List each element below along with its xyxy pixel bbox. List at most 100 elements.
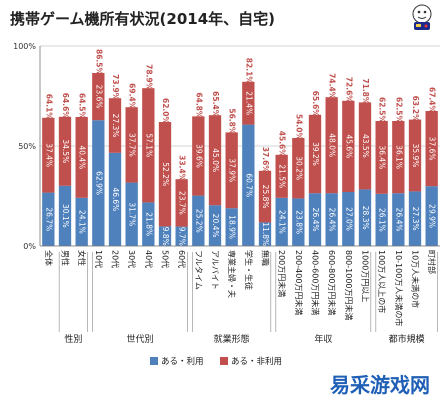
bar-unused bbox=[108, 98, 122, 153]
bar-unused bbox=[342, 100, 355, 192]
watermark-text: 易采游戏网 bbox=[330, 373, 430, 397]
total-label: 64.5% bbox=[78, 93, 87, 120]
value-label-used: 26.1% bbox=[378, 208, 387, 232]
bar-used bbox=[42, 192, 55, 246]
value-label-used: 26.7% bbox=[44, 207, 53, 231]
value-label-unused: 45.0% bbox=[211, 148, 220, 172]
total-label: 63.2% bbox=[411, 96, 420, 123]
y-tick-label: 100% bbox=[13, 42, 36, 51]
total-label: 64.1% bbox=[44, 94, 53, 121]
bar-used bbox=[392, 193, 405, 246]
bar-used bbox=[358, 189, 372, 246]
total-label: 54.0% bbox=[294, 114, 303, 141]
bar-used bbox=[225, 208, 238, 246]
category-label: 60代 bbox=[177, 250, 187, 268]
value-label-used: 27.0% bbox=[344, 207, 353, 231]
bar-used bbox=[258, 222, 272, 246]
value-label-used: 9.7% bbox=[178, 227, 187, 246]
value-label-unused: 27.3% bbox=[111, 114, 120, 138]
value-label-unused: 30.2% bbox=[294, 156, 303, 180]
category-label: 40代 bbox=[144, 250, 154, 268]
bar-unused bbox=[308, 114, 322, 194]
total-label: 65.4% bbox=[211, 91, 220, 118]
value-label-unused: 36.4% bbox=[378, 145, 387, 169]
total-label: 73.9% bbox=[111, 74, 120, 101]
total-label: 65.6% bbox=[311, 91, 320, 118]
value-label-used: 23.8% bbox=[294, 210, 303, 234]
bar-used bbox=[292, 198, 305, 246]
value-label-used: 27.3% bbox=[411, 207, 420, 231]
group-label: 性別 bbox=[64, 333, 82, 345]
bar-used bbox=[108, 152, 122, 246]
bar-unused bbox=[242, 81, 255, 125]
group-label: 都市規模 bbox=[389, 333, 425, 345]
value-label-unused: 43.5% bbox=[361, 134, 370, 158]
bar-used bbox=[175, 226, 188, 246]
value-label-used: 46.6% bbox=[111, 187, 120, 211]
category-label: 1000万円以上 bbox=[361, 250, 370, 302]
category-label: 無職 bbox=[261, 250, 271, 266]
bar-used bbox=[308, 193, 322, 246]
legend-label-used: ある・利用 bbox=[161, 356, 204, 367]
group-label: 年収 bbox=[314, 333, 332, 345]
category-label: 全体 bbox=[44, 250, 54, 266]
category-label: 200-400万円未満 bbox=[294, 250, 304, 315]
total-label: 62.5% bbox=[394, 97, 403, 124]
bar-unused bbox=[258, 170, 272, 223]
category-label: アルバイト bbox=[211, 250, 220, 290]
category-label: 10万人未満の市 bbox=[411, 250, 421, 308]
category-label: 10代 bbox=[94, 250, 104, 268]
value-label-unused: 45.6% bbox=[344, 134, 353, 158]
group-label: 世代別 bbox=[126, 333, 153, 345]
value-label-used: 11.8% bbox=[261, 222, 270, 246]
total-label: 64.8% bbox=[194, 92, 203, 119]
bar-unused bbox=[208, 115, 222, 206]
bar-unused bbox=[225, 132, 238, 209]
chart-title: 携帯ゲーム機所有状況(2014年、自宅) bbox=[10, 10, 275, 28]
total-label: 37.6% bbox=[261, 147, 270, 174]
bar-unused bbox=[292, 138, 305, 199]
total-label: 45.6% bbox=[278, 131, 287, 158]
value-label-unused: 37.6% bbox=[428, 137, 437, 161]
bar-used bbox=[425, 186, 438, 246]
bar-unused bbox=[358, 102, 372, 190]
value-label-used: 26.4% bbox=[394, 208, 403, 232]
value-label-unused: 39.6% bbox=[194, 144, 203, 168]
total-label: 82.1% bbox=[244, 58, 253, 85]
bar-unused bbox=[42, 117, 55, 193]
bar-unused bbox=[325, 97, 338, 194]
category-label: 400-600万円未満 bbox=[311, 250, 321, 315]
total-label: 33.4% bbox=[178, 155, 187, 182]
legend-swatch-unused bbox=[220, 357, 228, 365]
category-label: 200万円未満 bbox=[277, 250, 287, 297]
bar-used bbox=[158, 226, 172, 246]
value-label-unused: 25.8% bbox=[261, 185, 270, 209]
bar-used bbox=[375, 193, 388, 246]
bar-unused bbox=[158, 122, 172, 227]
total-label: 64.6% bbox=[61, 93, 70, 120]
value-label-unused: 23.7% bbox=[178, 191, 187, 215]
bar-used bbox=[58, 185, 72, 246]
bar-unused bbox=[175, 179, 188, 227]
value-label-unused: 21.4% bbox=[244, 91, 253, 115]
category-label: 専業主婦・夫 bbox=[227, 250, 237, 298]
bar-unused bbox=[408, 119, 422, 192]
category-label: 800-1000万円未満 bbox=[344, 250, 354, 321]
total-label: 69.4% bbox=[128, 83, 137, 110]
bar-unused bbox=[75, 117, 88, 198]
category-label: 男性 bbox=[61, 250, 71, 266]
total-label: 67.4% bbox=[428, 87, 437, 114]
bar-unused bbox=[125, 107, 138, 183]
category-label: 20代 bbox=[111, 250, 121, 268]
bar-unused bbox=[425, 111, 438, 187]
value-label-used: 21.8% bbox=[144, 212, 153, 236]
value-label-used: 26.4% bbox=[328, 208, 337, 232]
bar-used bbox=[92, 120, 105, 246]
bar-unused bbox=[392, 121, 405, 194]
bar-unused bbox=[375, 121, 388, 194]
value-label-used: 28.3% bbox=[361, 206, 370, 230]
bar-used bbox=[408, 191, 422, 246]
category-label: 学生・生徒 bbox=[244, 250, 254, 290]
category-label: 30代 bbox=[127, 250, 137, 268]
